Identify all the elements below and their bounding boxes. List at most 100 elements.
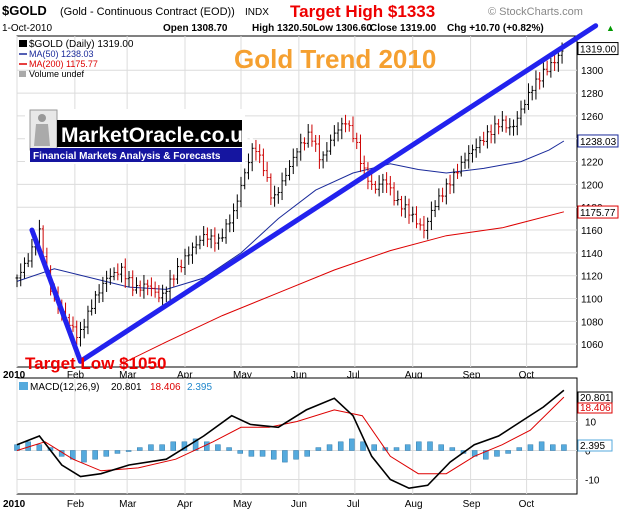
macd-histogram-bar (360, 441, 366, 451)
macd-histogram-bar (270, 450, 277, 460)
macd-histogram-bar (159, 444, 165, 451)
right-label-ma50: 1238.03 (580, 137, 617, 148)
macd-histogram-bar (516, 447, 523, 451)
macd-histogram-bar (527, 444, 534, 451)
macd-histogram-bar (315, 447, 322, 451)
macd-legend: MACD(12,26,9) 20.801 18.406 2.395 (19, 382, 212, 393)
change-value: Chg +10.70 (+0.82%) (447, 23, 544, 34)
legend-price-swatch (19, 40, 27, 47)
right-label-ma200: 1175.77 (580, 208, 616, 219)
macd-histogram-bar (371, 444, 377, 451)
price-x-tick-label: Apr (177, 370, 193, 381)
macd-histogram-bar (561, 444, 567, 451)
macd-histogram-bar (349, 438, 355, 451)
statue-body (34, 124, 50, 146)
target-low-label: Target Low $1050 (25, 354, 166, 373)
legend-ma50: MA(50) 1238.03 (29, 49, 94, 59)
macd-histogram-bar (282, 450, 288, 463)
price-y-tick-label: 1120 (581, 272, 603, 283)
date-label: 1-Oct-2010 (2, 23, 52, 34)
right-label-ma50-box (577, 134, 619, 148)
price-x-tick-label: Jun (291, 370, 307, 381)
legend-price: $GOLD (Daily) 1319.00 (29, 39, 134, 50)
trendlines (29, 23, 599, 364)
legend-ma200: MA(200) 1175.77 (29, 59, 98, 69)
macd-y-tick-label: 0 (585, 447, 591, 458)
macd-histogram-bar (170, 441, 177, 451)
macd-histogram-bar (36, 444, 43, 451)
price-x-tick-label: Jul (347, 370, 360, 381)
macd-histogram-bar (92, 450, 98, 460)
logo-tagline: Financial Markets Analysis & Forecasts (33, 151, 221, 162)
macd-right-hist-box (577, 439, 613, 452)
trendline (77, 23, 599, 364)
macd-y-axis: 10 0 -10 (585, 418, 600, 487)
price-x-tick-label: 2010 (3, 370, 26, 381)
price-y-tick-label: 1280 (581, 89, 604, 100)
statue-head (38, 114, 46, 122)
macd-panel-frame (16, 377, 578, 495)
macd-legend-macd: 20.801 (111, 382, 142, 393)
macd-x-tick-label: Jul (347, 499, 360, 510)
macd-right-signal-box (577, 402, 613, 414)
macd-legend-hist: 2.395 (187, 382, 212, 393)
macd-histogram-bar (192, 438, 199, 451)
macd-histogram-bar (304, 450, 310, 457)
macd-x-tick-label: May (233, 499, 252, 510)
price-x-tick-label: Aug (405, 370, 423, 381)
macd-histogram-bar (293, 450, 299, 460)
macd-histogram-bar (438, 444, 444, 451)
price-x-tick-label: May (233, 370, 252, 381)
price-y-tick-label: 1060 (581, 340, 604, 351)
logo-tagline-bar (30, 148, 242, 162)
ma200-line (119, 211, 565, 366)
macd-histogram-bar (494, 450, 500, 457)
macd-histogram-bar (550, 444, 556, 451)
macd-x-tick-label: Feb (67, 499, 85, 510)
macd-right-labels: 20.801 18.406 2.395 (577, 391, 613, 452)
legend-volume: Volume undef (29, 69, 85, 79)
macd-histogram-bar (393, 447, 400, 451)
macd-x-tick-label: Jun (291, 499, 307, 510)
price-y-tick-label: 1140 (581, 249, 603, 260)
price-y-tick-label: 1200 (581, 180, 604, 191)
macd-histogram-bar (449, 447, 456, 451)
price-x-tick-label: Sep (463, 370, 481, 381)
price-x-tick-label: Mar (119, 370, 137, 381)
target-high-label: Target High $1333 (290, 2, 435, 21)
macd-histogram-bar (404, 444, 411, 451)
price-x-tick-label: Oct (519, 370, 535, 381)
macd-histogram-bar (337, 441, 344, 451)
macd-histogram-bar (137, 447, 143, 451)
macd-x-tick-label: Sep (463, 499, 481, 510)
right-label-ma200-box (577, 205, 619, 219)
macd-histogram-bar (259, 450, 266, 457)
ma50-line (16, 140, 565, 290)
price-panel-frame (16, 35, 578, 368)
change-up-icon: ▲ (606, 23, 615, 33)
gold-trend-title: Gold Trend 2010 (234, 44, 436, 74)
macd-histogram-bar (215, 444, 221, 451)
macd-histogram-bar (125, 450, 132, 452)
macd-histogram (14, 438, 567, 463)
price-y-tick-label: 1300 (581, 66, 604, 77)
macd-histogram-bar (148, 444, 154, 451)
trendline (29, 227, 83, 364)
macd-histogram-bar (114, 450, 121, 454)
macd-x-tick-label: 2010 (3, 499, 26, 510)
macd-histogram-bar (248, 450, 255, 457)
right-label-close: 1319.00 (580, 45, 617, 56)
price-y-tick-label: 1260 (581, 112, 604, 123)
macd-right-hist: 2.395 (580, 441, 605, 452)
description-label: (Gold - Continuous Contract (EOD)) (60, 6, 235, 18)
macd-histogram-bar (505, 450, 511, 454)
macd-y-tick-label: -10 (585, 476, 600, 487)
legend-volume-swatch (19, 71, 26, 77)
macd-histogram-bar (538, 441, 545, 451)
macd-histogram-bar (416, 441, 422, 451)
macd-histogram-bar (103, 450, 110, 457)
right-label-close-box (577, 42, 619, 56)
macd-x-tick-label: Apr (177, 499, 193, 510)
